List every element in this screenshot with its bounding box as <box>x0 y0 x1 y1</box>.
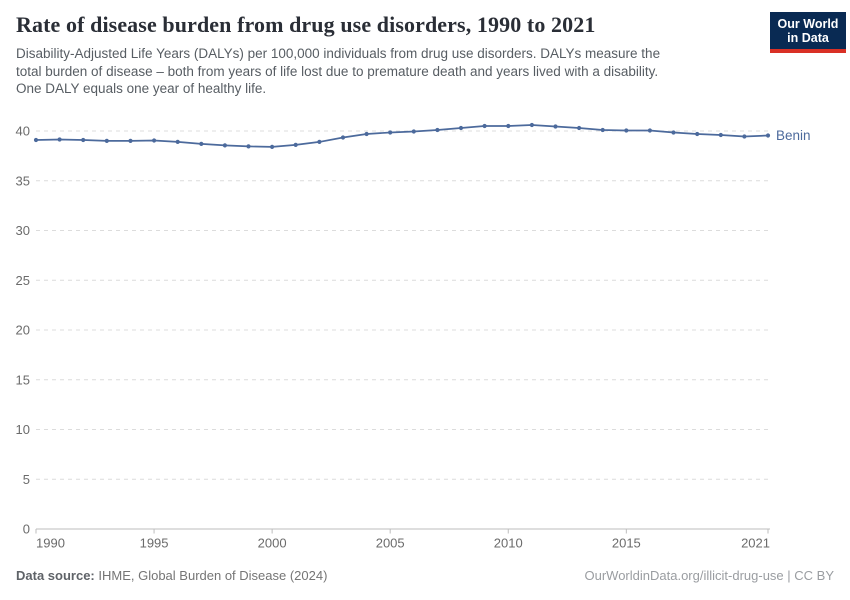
data-point-marker <box>765 133 771 138</box>
x-tick-label: 2010 <box>494 536 523 551</box>
data-point-marker <box>340 135 346 140</box>
attribution-link[interactable]: OurWorldinData.org/illicit-drug-use | CC… <box>584 568 835 583</box>
data-point-marker <box>199 141 204 146</box>
y-tick-label: 15 <box>16 372 30 387</box>
data-point-marker <box>152 138 157 143</box>
x-tick-label: 2005 <box>376 536 405 551</box>
owid-logo[interactable]: Our World in Data <box>770 12 846 53</box>
y-tick-label: 20 <box>16 323 30 338</box>
data-point-marker <box>624 128 629 133</box>
owid-logo-text-line1: Our World <box>777 16 839 31</box>
x-tick-label: 1995 <box>140 536 169 551</box>
data-point-marker <box>222 143 227 148</box>
y-tick-label: 10 <box>16 422 30 437</box>
y-tick-label: 35 <box>16 173 30 188</box>
y-tick-label: 40 <box>16 124 30 139</box>
x-tick-label: 2000 <box>258 536 287 551</box>
data-point-marker <box>104 138 109 143</box>
chart-footer: Data source: IHME, Global Burden of Dise… <box>16 568 834 583</box>
data-point-marker <box>33 137 39 143</box>
y-tick-label: 5 <box>23 472 30 487</box>
data-point-marker <box>128 138 133 143</box>
data-point-marker <box>175 139 180 144</box>
entity-label: Benin <box>776 128 811 143</box>
chart-title: Rate of disease burden from drug use dis… <box>16 12 596 37</box>
data-point-marker <box>742 134 747 139</box>
x-tick-label: 2021 <box>741 536 770 551</box>
subtitle-line: Disability-Adjusted Life Years (DALYs) p… <box>16 46 661 61</box>
data-point-marker <box>317 139 322 144</box>
data-point-marker <box>364 131 369 137</box>
data-point-marker <box>458 125 464 131</box>
data-point-marker <box>577 125 582 131</box>
x-tick-label: 1990 <box>36 536 65 551</box>
data-point-marker <box>293 142 298 147</box>
chart-subtitle: Disability-Adjusted Life Years (DALYs) p… <box>16 45 834 98</box>
data-point-marker <box>671 130 676 135</box>
data-point-marker <box>529 122 535 128</box>
y-tick-label: 30 <box>16 223 30 238</box>
y-tick-label: 25 <box>16 273 30 288</box>
subtitle-line: total burden of disease – both from year… <box>16 63 659 79</box>
data-point-marker <box>695 131 700 137</box>
data-point-marker <box>411 129 416 134</box>
data-source-label: Data source: <box>16 568 95 583</box>
chart-header: Rate of disease burden from drug use dis… <box>16 12 834 98</box>
data-point-marker <box>718 132 723 138</box>
series-line <box>35 124 769 148</box>
y-tick-label: 0 <box>23 522 30 537</box>
owid-logo-text-line2: in Data <box>787 30 829 45</box>
x-tick-label: 2015 <box>612 536 641 551</box>
data-point-marker <box>506 123 511 129</box>
data-point-marker <box>57 137 62 142</box>
data-point-marker <box>647 128 653 133</box>
data-source-value: IHME, Global Burden of Disease (2024) <box>98 568 328 583</box>
data-point-marker <box>600 127 605 133</box>
subtitle-line: One DALY equals one year of healthy life… <box>16 81 267 96</box>
data-point-marker <box>270 144 275 149</box>
data-point-marker <box>435 127 440 133</box>
data-source: Data source: IHME, Global Burden of Dise… <box>16 568 327 583</box>
data-point-marker <box>482 123 487 129</box>
data-point-marker <box>553 124 558 129</box>
data-point-marker <box>246 144 251 149</box>
data-point-marker <box>388 130 393 135</box>
data-point-marker <box>81 137 86 143</box>
